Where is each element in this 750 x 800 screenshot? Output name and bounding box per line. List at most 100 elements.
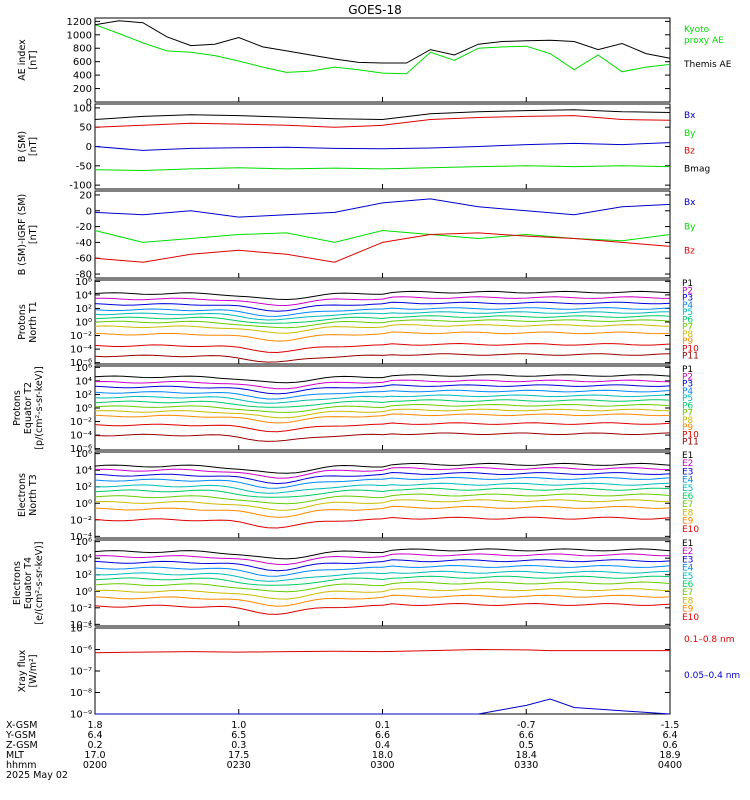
series-line-0 xyxy=(94,198,671,218)
channel-line-P2 xyxy=(94,296,671,307)
y-tick-label: 0 xyxy=(86,206,92,217)
y-tick-label: 10⁶ xyxy=(75,277,92,288)
footer-value: 0.1 xyxy=(375,720,390,731)
series-line-2 xyxy=(94,115,671,128)
plot-title: GOES-18 xyxy=(348,3,402,17)
channel-legend-E4: E4 xyxy=(682,476,694,486)
channel-legend-E6: E6 xyxy=(682,492,694,502)
footer-value: 0.6 xyxy=(662,740,677,751)
footer-value: 6.6 xyxy=(375,730,390,741)
channel-line-P7 xyxy=(94,319,671,329)
channel-legend-P9: P9 xyxy=(682,337,693,347)
channel-legend-P5: P5 xyxy=(682,394,693,404)
y-tick-label: 10⁻⁴ xyxy=(70,620,92,631)
footer-row-label: Y-GSM xyxy=(5,730,36,741)
channel-legend-E7: E7 xyxy=(682,588,693,598)
channel-line-P10 xyxy=(94,342,671,354)
y-tick-label: 1000 xyxy=(67,30,92,41)
channel-legend-P1: P1 xyxy=(682,279,693,289)
y-axis-label: B (SM)-IGRF (SM)[nT] xyxy=(17,194,39,276)
channel-line-P3 xyxy=(94,301,671,312)
channel-line-P2 xyxy=(94,379,671,390)
channel-line-E1 xyxy=(94,548,671,560)
channel-legend-P11: P11 xyxy=(682,352,699,362)
channel-line-E5 xyxy=(94,570,671,582)
y-axis-label: Xray flux[W/m²] xyxy=(17,649,39,692)
footer-value: 6.4 xyxy=(87,730,102,741)
channel-legend-E5: E5 xyxy=(682,484,693,494)
channel-line-P7 xyxy=(94,403,671,413)
channel-legend-E7: E7 xyxy=(682,500,693,510)
channel-legend-P3: P3 xyxy=(682,294,693,304)
y-tick-label: -60 xyxy=(76,254,92,265)
y-tick-label: 10⁻⁸ xyxy=(70,688,92,699)
y-tick-label: 10⁻⁷ xyxy=(70,667,92,678)
series-legend-1: By xyxy=(684,129,696,139)
channel-legend-P1: P1 xyxy=(682,365,693,375)
y-tick-label: 20 xyxy=(79,190,92,201)
footer-row-label: X-GSM xyxy=(6,720,37,731)
y-tick-label: -50 xyxy=(76,161,92,172)
channel-line-P5 xyxy=(94,311,671,321)
channel-line-P5 xyxy=(94,394,671,404)
series-line-3 xyxy=(94,109,671,121)
channel-line-E3 xyxy=(94,559,671,572)
y-tick-label: 50 xyxy=(79,123,92,134)
y-tick-label: 10⁴ xyxy=(75,376,92,387)
y-tick-label: 10⁴ xyxy=(75,290,92,301)
y-axis-label: ElectronsNorth T3 xyxy=(17,473,39,517)
channel-legend-P8: P8 xyxy=(682,330,693,340)
channel-line-E1 xyxy=(94,462,671,474)
y-tick-label: 10⁻⁵ xyxy=(70,624,92,635)
y-tick-label: 10⁴ xyxy=(75,466,92,477)
channel-line-P4 xyxy=(94,389,671,400)
series-legend-2: Bz xyxy=(684,247,695,257)
footer-row-label: hhmm xyxy=(6,760,37,771)
y-tick-label: -80 xyxy=(76,270,92,281)
y-tick-label: 10⁴ xyxy=(75,554,92,565)
y-tick-label: 10⁻⁶ xyxy=(70,645,92,656)
channel-line-E8 xyxy=(94,588,671,600)
channel-legend-P4: P4 xyxy=(682,387,693,397)
channel-legend-P7: P7 xyxy=(682,409,693,419)
footer-value: 6.5 xyxy=(231,730,246,741)
channel-line-E9 xyxy=(94,594,671,607)
channel-line-P3 xyxy=(94,384,671,395)
channel-legend-P2: P2 xyxy=(682,286,693,296)
footer-row-label: 2025 May 02 xyxy=(6,770,68,781)
y-tick-label: -100 xyxy=(69,181,92,192)
y-tick-label: 10⁶ xyxy=(75,537,92,548)
y-tick-label: 400 xyxy=(73,71,92,82)
channel-line-E6 xyxy=(94,487,671,498)
series-line-1 xyxy=(94,165,671,172)
footer-value: 0330 xyxy=(514,760,538,771)
channel-legend-E8: E8 xyxy=(682,508,694,518)
footer-value: 18.0 xyxy=(372,750,393,761)
footer-value: 6.4 xyxy=(662,730,677,741)
channel-line-P9 xyxy=(94,413,671,424)
panel-frame xyxy=(94,190,671,279)
footer-row-label: Z-GSM xyxy=(6,740,38,751)
channel-legend-E1: E1 xyxy=(682,539,693,549)
series-line-0 xyxy=(94,142,671,151)
y-tick-label: 10² xyxy=(75,304,92,315)
channel-line-P9 xyxy=(94,331,671,342)
footer-value: 0230 xyxy=(227,760,251,771)
y-tick-label: 10⁰ xyxy=(75,404,92,415)
channel-line-P1 xyxy=(94,290,671,301)
footer-value: -0.7 xyxy=(517,720,536,731)
channel-line-E2 xyxy=(94,553,670,566)
channel-legend-P5: P5 xyxy=(682,308,693,318)
footer-value: 6.6 xyxy=(519,730,534,741)
y-tick-label: 0 xyxy=(86,142,92,153)
series-legend-0: Kyoto proxy AE xyxy=(684,25,724,46)
y-tick-label: 200 xyxy=(73,84,92,95)
channel-line-P10 xyxy=(94,422,671,433)
channel-line-P6 xyxy=(94,315,671,324)
footer-value: 18.4 xyxy=(516,750,537,761)
channel-legend-P6: P6 xyxy=(682,315,693,325)
footer-value: 1.0 xyxy=(231,720,246,731)
channel-line-E9 xyxy=(94,505,671,518)
